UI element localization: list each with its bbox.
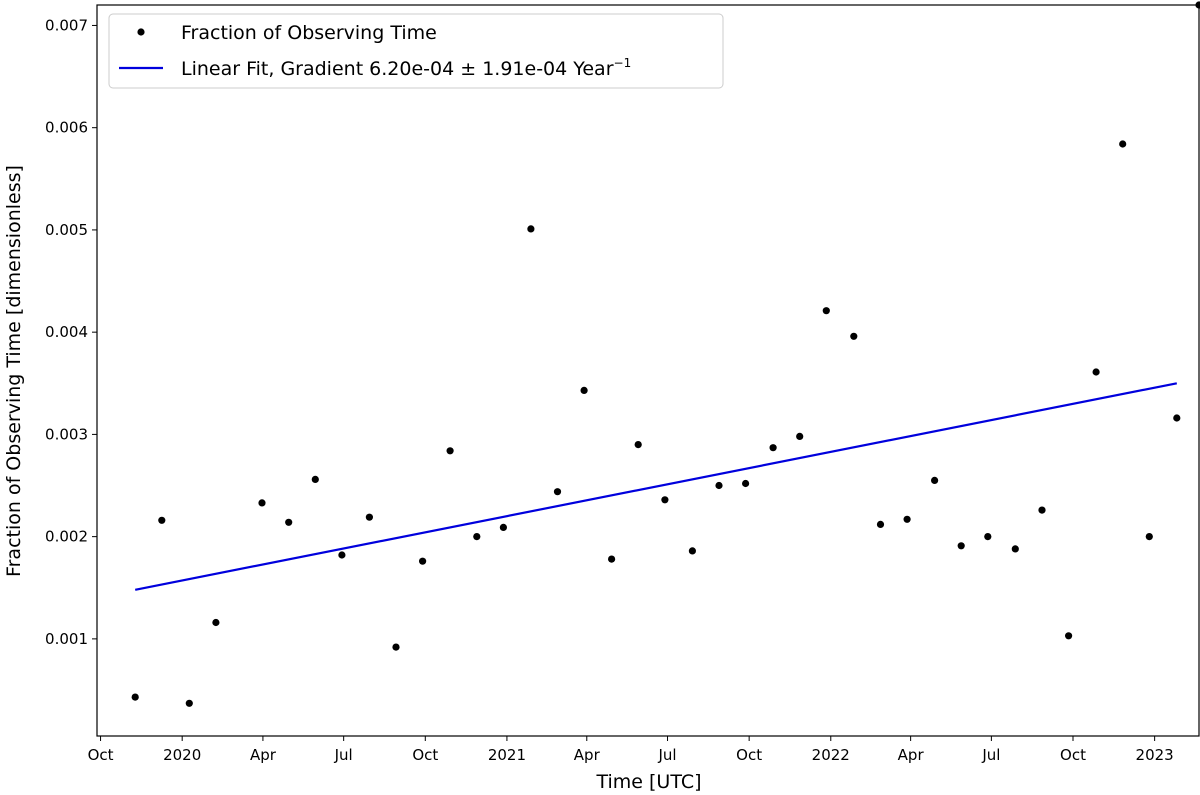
x-tick-label: 2023	[1136, 746, 1174, 764]
x-tick-label: 2022	[812, 746, 850, 764]
y-axis-label: Fraction of Observing Time [dimensionles…	[3, 165, 25, 577]
x-axis-label: Time [UTC]	[595, 771, 701, 793]
y-axis-ticks: 0.001 0.002 0.003 0.004 0.005 0.006 0.007	[45, 16, 97, 648]
data-point-25	[796, 432, 804, 440]
data-point-29	[903, 515, 911, 523]
legend-label-points: Fraction of Observing Time	[181, 22, 437, 44]
data-point-12	[446, 447, 454, 455]
data-point-30	[931, 476, 939, 484]
x-tick-label: Jul	[657, 746, 676, 764]
plot-area	[131, 1, 1200, 707]
data-point-36	[1092, 368, 1100, 376]
data-point-7	[311, 475, 319, 483]
data-point-9	[365, 513, 373, 521]
data-point-4	[212, 618, 220, 627]
x-tick-label: Apr	[250, 746, 277, 764]
data-point-8	[338, 551, 346, 559]
data-point-15	[527, 225, 535, 233]
data-point-27	[850, 332, 858, 340]
x-tick-label: Oct	[1060, 746, 1086, 764]
legend: Fraction of Observing Time Linear Fit, G…	[108, 13, 724, 89]
data-point-38	[1145, 533, 1153, 541]
data-point-33	[1011, 545, 1019, 553]
data-point-34	[1038, 506, 1046, 514]
legend-label-line-superscript: −1	[614, 56, 632, 70]
y-tick-label: 0.005	[45, 221, 88, 239]
data-point-32	[984, 533, 992, 541]
data-point-39	[1173, 414, 1181, 422]
x-tick-label: Oct	[412, 746, 438, 764]
legend-label-line-main: Linear Fit, Gradient 6.20e-04 ± 1.91e-04…	[181, 58, 614, 80]
x-tick-label: 2021	[488, 746, 526, 764]
y-tick-label: 0.006	[45, 119, 88, 137]
data-point-23	[742, 479, 750, 488]
data-point-37	[1119, 140, 1127, 148]
data-point-28	[876, 520, 885, 529]
data-point-1	[131, 693, 139, 701]
data-point-20	[661, 496, 669, 504]
data-point-24	[769, 444, 777, 452]
data-point-31	[957, 542, 965, 550]
data-point-22	[715, 481, 723, 490]
data-point-5	[258, 499, 266, 507]
x-tick-label: Oct	[736, 746, 762, 764]
data-point-18	[608, 555, 616, 563]
data-point-16	[553, 488, 562, 496]
x-tick-label: Jul	[981, 746, 1000, 764]
data-point-17	[580, 386, 588, 394]
y-tick-label: 0.003	[45, 425, 88, 443]
y-tick-label: 0.002	[45, 528, 88, 546]
data-point-26	[822, 307, 830, 315]
x-tick-label: 2020	[163, 746, 201, 764]
x-tick-label: Oct	[88, 746, 114, 764]
data-point-19	[634, 441, 642, 449]
data-point-6	[285, 518, 293, 526]
data-point-35	[1065, 632, 1073, 640]
data-point-21	[688, 547, 697, 555]
y-tick-label: 0.001	[45, 630, 88, 648]
plot-frame	[96, 4, 1200, 737]
legend-marker-points	[137, 28, 145, 36]
x-axis-ticks: Oct 2020 Apr Jul Oct 2021 Apr Jul Oct 2022 Apr Jul O…	[88, 736, 1174, 764]
x-tick-label: Apr	[898, 746, 925, 764]
fit-line	[134, 382, 1178, 591]
x-tick-label: Apr	[574, 746, 601, 764]
y-tick-label: 0.004	[45, 323, 88, 341]
legend-box	[108, 13, 724, 89]
data-point-10	[392, 643, 400, 651]
y-tick-label: 0.007	[45, 16, 88, 34]
data-point-13	[473, 533, 481, 541]
data-point-3	[185, 699, 193, 707]
x-tick-label: Jul	[334, 746, 353, 764]
data-point-11	[419, 557, 427, 565]
data-point-2	[158, 516, 166, 524]
legend-label-line: Linear Fit, Gradient 6.20e-04 ± 1.91e-04…	[181, 56, 631, 80]
data-point-14	[499, 523, 507, 532]
